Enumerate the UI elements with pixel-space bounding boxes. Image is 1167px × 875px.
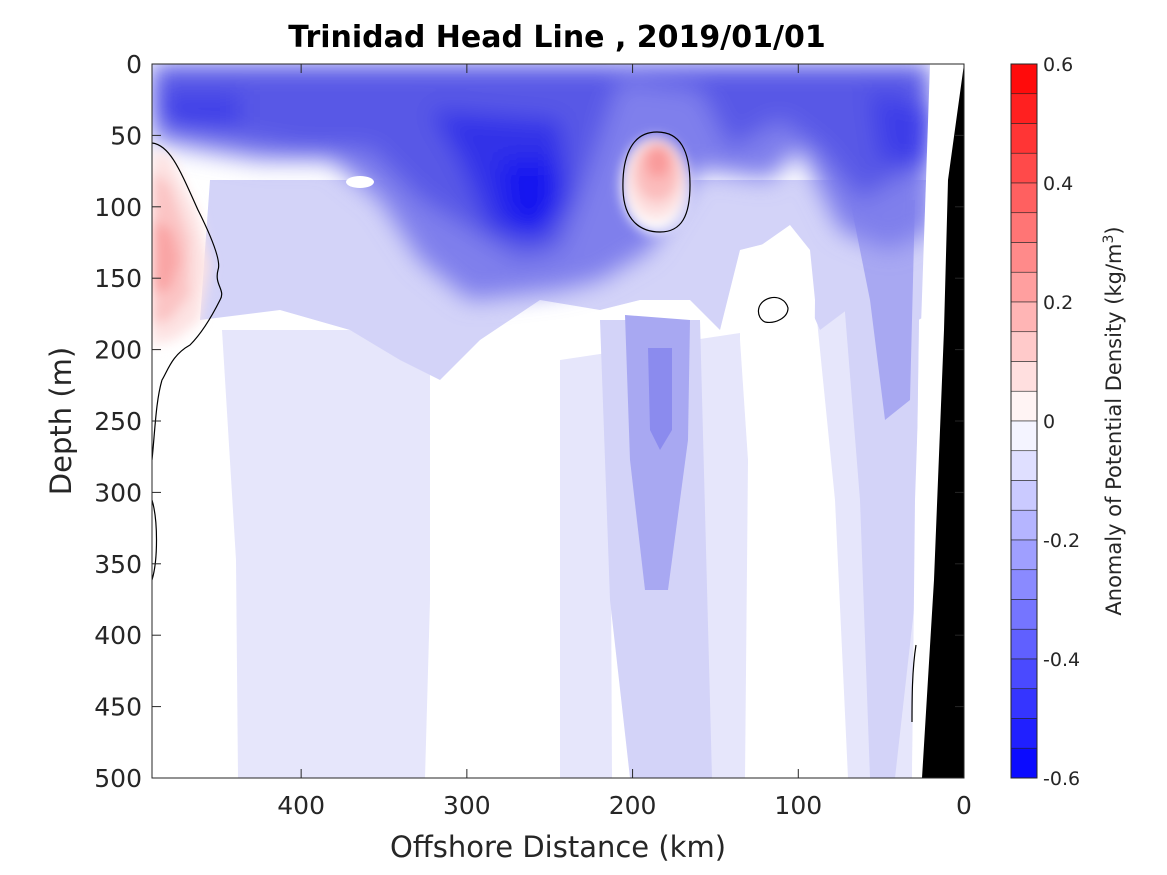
seafloor [922,64,964,778]
colorbar-tick-label: 0.6 [1043,54,1073,76]
deep-white-patch [430,640,560,778]
colorbar-cell [1010,63,1038,95]
contour-deep-right [911,644,917,723]
colorbar-label-main: Anomaly of Potential Density (kg/m [1102,244,1126,616]
colorbar-tick-label: 0 [1043,411,1055,433]
colorbar-cell [1010,628,1038,660]
colorbar-cell [1010,361,1038,392]
plot-area: 400 300 200 100 0 0 50 100 150 200 250 300 350 400 45… [94,50,972,820]
colorbar-cell [1010,569,1038,600]
colorbar-cell [1010,152,1038,184]
colorbar-cell [1010,539,1038,571]
y-tick-label: 350 [94,550,142,579]
contour-eddy [622,131,691,233]
colorbar-tick-label: 0.2 [1043,292,1073,314]
colorbar-cell [1010,242,1038,273]
colorbar-cell [1010,331,1038,362]
y-tick-label: 150 [94,264,142,293]
plume-core-field [648,348,672,450]
surface-negative-field [152,64,935,300]
colorbar-tick-label: -0.6 [1043,768,1080,790]
colorbar-cell [1010,271,1038,303]
y-tick-label: 300 [94,478,142,507]
colorbar-cell [1010,450,1038,481]
small-zero-patch [346,176,374,188]
colorbar-cell [1010,509,1038,541]
y-tick-label: 0 [126,50,142,79]
colorbar-tick-label: -0.2 [1043,530,1080,552]
x-tick-label: 0 [956,791,972,820]
colorbar-cell [1010,212,1038,243]
x-axis: 400 300 200 100 0 [277,64,972,820]
colorbar-cell [1010,182,1038,214]
y-tick-label: 250 [94,407,142,436]
positive-eddy-185km [621,137,689,233]
colorbar-cell [1010,93,1038,124]
x-tick-label: 300 [443,791,491,820]
y-tick-label: 500 [94,764,142,793]
colorbar-cell [1010,301,1038,333]
colorbar-cell [1010,688,1038,719]
colorbar-cell [1010,747,1038,779]
contour-offshore [152,142,223,461]
x-axis-label: Offshore Distance (km) [390,830,726,864]
colorbar-cell [1010,718,1038,749]
zero-contours [152,131,917,723]
chart-title: Trinidad Head Line , 2019/01/01 [288,20,825,55]
colorbar-cell [1010,658,1038,690]
colorbar-label-sup: 3 [1101,235,1117,244]
y-tick-label: 450 [94,693,142,722]
colorbar-tick-label: -0.4 [1043,649,1080,671]
x-tick-label: 100 [774,791,822,820]
y-tick-label: 50 [110,121,142,150]
colorbar-ticks: 0.6 0.4 0.2 0 -0.2 -0.4 -0.6 [1043,54,1080,790]
colorbar-tick-label: 0.4 [1043,173,1073,195]
x-tick-label: 400 [277,791,325,820]
y-tick-label: 100 [94,193,142,222]
contour-small [757,296,789,323]
y-tick-label: 400 [94,621,142,650]
colorbar-cell [1010,123,1038,154]
colorbar-cell [1010,390,1038,422]
positive-offshore-480km [152,150,210,345]
colorbar-cells [1010,63,1038,779]
contour-deep-left [152,499,158,581]
y-tick-label: 200 [94,336,142,365]
plume-negative-field [625,200,915,590]
y-axis-label: Depth (m) [44,347,78,495]
colorbar-label-end: ) [1102,226,1126,234]
colorbar-label: Anomaly of Potential Density (kg/m3) [1101,226,1126,615]
colorbar: 0.6 0.4 0.2 0 -0.2 -0.4 -0.6 Anomaly of Potent… [1010,54,1126,790]
y-axis: 0 50 100 150 200 250 300 350 400 450 500 [94,50,964,793]
colorbar-cell [1010,599,1038,630]
colorbar-cell [1010,480,1038,511]
colorbar-frame [1010,63,1038,779]
x-tick-label: 200 [609,791,657,820]
white-zero-region [740,225,815,778]
colorbar-cell [1010,420,1038,452]
